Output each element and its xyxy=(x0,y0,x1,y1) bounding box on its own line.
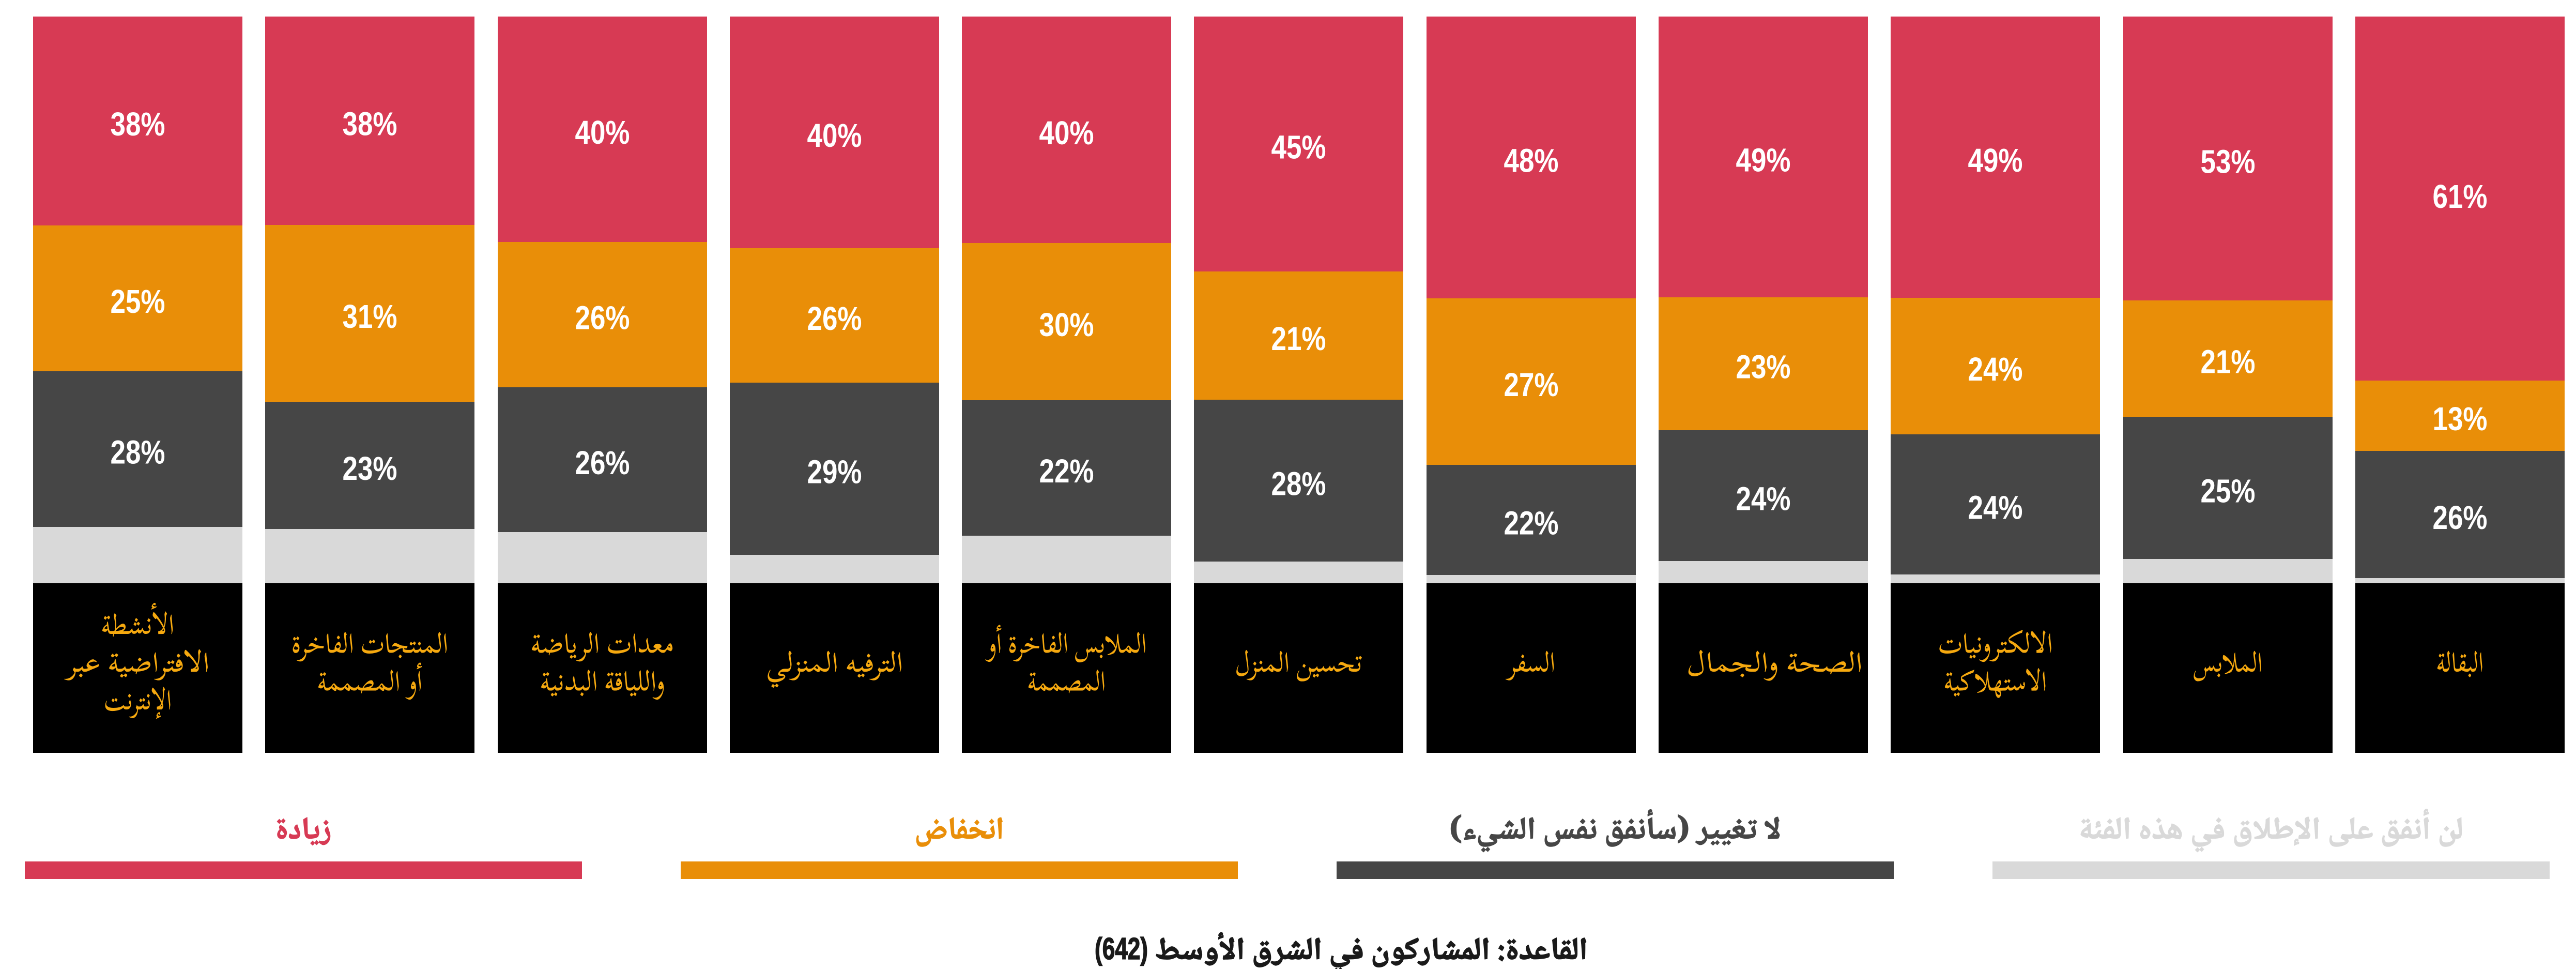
svg-text:48%: 48% xyxy=(1504,142,1559,179)
svg-text:26%: 26% xyxy=(575,299,630,337)
svg-text:38%: 38% xyxy=(343,105,397,143)
svg-text:31%: 31% xyxy=(343,298,397,335)
svg-text:21%: 21% xyxy=(2201,343,2256,381)
svg-text:29%: 29% xyxy=(807,453,862,491)
svg-text:49%: 49% xyxy=(1736,142,1791,179)
svg-text:28%: 28% xyxy=(111,434,165,471)
svg-text:23%: 23% xyxy=(1736,349,1791,386)
svg-text:53%: 53% xyxy=(2201,143,2256,180)
svg-text:26%: 26% xyxy=(807,300,862,337)
svg-text:13%: 13% xyxy=(2433,400,2488,437)
svg-text:49%: 49% xyxy=(1968,142,2023,179)
svg-text:24%: 24% xyxy=(1736,480,1791,518)
svg-text:45%: 45% xyxy=(1271,129,1326,166)
svg-text:61%: 61% xyxy=(2433,178,2488,215)
svg-text:28%: 28% xyxy=(1271,465,1326,503)
svg-text:(642): (642) xyxy=(1095,932,1148,966)
svg-text:27%: 27% xyxy=(1504,366,1559,403)
svg-text:40%: 40% xyxy=(575,114,630,151)
svg-text:26%: 26% xyxy=(2433,499,2488,536)
svg-text:30%: 30% xyxy=(1039,306,1094,343)
svg-text:22%: 22% xyxy=(1039,452,1094,490)
svg-text:26%: 26% xyxy=(575,444,630,481)
svg-text:40%: 40% xyxy=(1039,114,1094,152)
svg-text:22%: 22% xyxy=(1504,505,1559,542)
svg-text:24%: 24% xyxy=(1968,489,2023,526)
svg-text:38%: 38% xyxy=(111,105,165,143)
svg-text:23%: 23% xyxy=(343,450,397,487)
svg-text:21%: 21% xyxy=(1271,320,1326,357)
svg-text:24%: 24% xyxy=(1968,351,2023,388)
svg-text:25%: 25% xyxy=(2201,473,2256,510)
svg-text:40%: 40% xyxy=(807,117,862,154)
svg-text:25%: 25% xyxy=(111,283,165,320)
